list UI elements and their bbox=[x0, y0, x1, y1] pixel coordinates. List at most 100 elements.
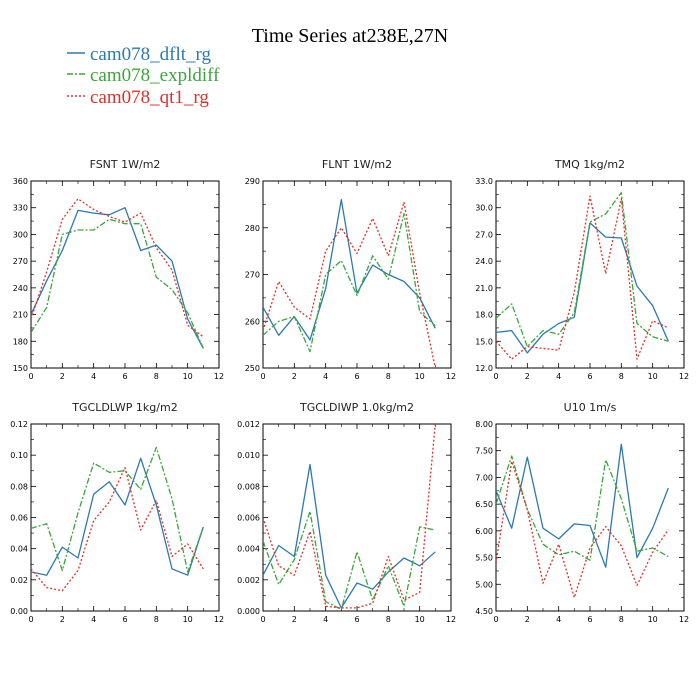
plot-frame bbox=[495, 180, 685, 369]
y-tick-label: 8.00 bbox=[475, 420, 493, 429]
y-tick-label: 0.008 bbox=[237, 482, 260, 491]
y-tick-label: 5.00 bbox=[475, 580, 493, 589]
y-tick-label: 0.12 bbox=[10, 420, 28, 429]
chart-panel: TGCLDLWP 1kg/m2 0 2 4 6 8 10 12 0.00 0.02 0.04 0.06… bbox=[10, 401, 224, 624]
plot-frame bbox=[262, 180, 452, 369]
x-tick-label: 2 bbox=[60, 372, 65, 381]
x-tick-label: 6 bbox=[122, 615, 127, 624]
x-tick-label: 2 bbox=[525, 615, 530, 624]
x-tick-label: 8 bbox=[619, 615, 624, 624]
y-tick-label: 0.012 bbox=[237, 420, 260, 429]
y-tick-label: 12.0 bbox=[475, 364, 493, 373]
panel-title: TMQ 1kg/m2 bbox=[554, 158, 625, 171]
chart-panel: FSNT 1W/m2 0 2 4 6 8 10 12 150 180 210 240 270 300 330… bbox=[13, 158, 224, 381]
series-line-cam078_qt1_rg bbox=[263, 201, 436, 368]
x-tick-label: 6 bbox=[354, 372, 359, 381]
series-line-cam078_expldiff bbox=[263, 510, 436, 611]
x-tick-label: 8 bbox=[154, 372, 159, 381]
y-tick-label: 0.02 bbox=[10, 576, 28, 585]
x-tick-label: 12 bbox=[214, 372, 224, 381]
x-tick-label: 4 bbox=[556, 372, 561, 381]
legend-label: cam078_dflt_rg bbox=[90, 44, 212, 65]
y-tick-label: 360 bbox=[13, 177, 28, 186]
legend-entry: cam078_qt1_rg bbox=[67, 87, 209, 108]
y-tick-label: 300 bbox=[13, 230, 28, 239]
plot-frame bbox=[495, 423, 685, 612]
x-tick-label: 8 bbox=[154, 615, 159, 624]
panel-title: U10 1m/s bbox=[564, 401, 617, 414]
legend-entry: cam078_expldiff bbox=[67, 65, 220, 86]
y-tick-label: 6.00 bbox=[475, 527, 493, 536]
x-tick-label: 4 bbox=[91, 615, 96, 624]
series-line-cam078_qt1_rg bbox=[31, 198, 204, 338]
x-tick-label: 12 bbox=[679, 372, 689, 381]
y-tick-label: 0.004 bbox=[237, 545, 260, 554]
x-tick-label: 10 bbox=[415, 615, 425, 624]
panel-title: TGCLDLWP 1kg/m2 bbox=[71, 401, 177, 414]
x-tick-label: 10 bbox=[648, 615, 658, 624]
x-tick-label: 10 bbox=[648, 372, 658, 381]
x-tick-label: 0 bbox=[493, 372, 498, 381]
x-tick-label: 8 bbox=[619, 372, 624, 381]
x-tick-label: 6 bbox=[587, 615, 592, 624]
plot-frame bbox=[30, 423, 220, 612]
x-tick-label: 0 bbox=[260, 615, 265, 624]
y-tick-label: 0.010 bbox=[237, 451, 260, 460]
x-tick-label: 12 bbox=[446, 372, 456, 381]
x-tick-label: 12 bbox=[679, 615, 689, 624]
x-tick-label: 10 bbox=[183, 372, 193, 381]
x-tick-label: 0 bbox=[493, 615, 498, 624]
series-line-cam078_expldiff bbox=[31, 218, 204, 349]
y-tick-label: 33.0 bbox=[475, 177, 493, 186]
series-line-cam078_dflt_rg bbox=[31, 207, 204, 349]
series-line-cam078_expldiff bbox=[496, 191, 669, 348]
series-line-cam078_dflt_rg bbox=[263, 463, 436, 609]
y-tick-label: 0.06 bbox=[10, 514, 28, 523]
panel-title: TGCLDIWP 1.0kg/m2 bbox=[299, 401, 414, 414]
series-line-cam078_dflt_rg bbox=[496, 443, 669, 568]
legend-label: cam078_expldiff bbox=[90, 65, 220, 86]
x-tick-label: 8 bbox=[386, 372, 391, 381]
x-tick-label: 4 bbox=[556, 615, 561, 624]
x-tick-label: 12 bbox=[214, 615, 224, 624]
y-tick-label: 210 bbox=[13, 311, 28, 320]
series-line-cam078_dflt_rg bbox=[31, 457, 204, 576]
series-line-cam078_qt1_rg bbox=[496, 195, 669, 360]
y-tick-label: 7.00 bbox=[475, 473, 493, 482]
x-tick-label: 6 bbox=[587, 372, 592, 381]
panel-title: FSNT 1W/m2 bbox=[90, 158, 161, 171]
series-line-cam078_qt1_rg bbox=[496, 460, 669, 599]
y-tick-label: 0.00 bbox=[10, 607, 28, 616]
x-tick-label: 4 bbox=[91, 372, 96, 381]
y-tick-label: 0.04 bbox=[10, 545, 28, 554]
x-tick-label: 6 bbox=[122, 372, 127, 381]
legend: cam078_dflt_rg cam078_expldiff cam078_qt… bbox=[67, 44, 220, 108]
y-tick-label: 260 bbox=[245, 317, 260, 326]
chart-panel: U10 1m/s 0 2 4 6 8 10 12 4.50 5.00 5.50 6.00 6.50 7.0… bbox=[475, 401, 689, 624]
series-line-cam078_expldiff bbox=[263, 213, 436, 353]
x-tick-label: 0 bbox=[260, 372, 265, 381]
y-tick-label: 290 bbox=[245, 177, 260, 186]
y-tick-label: 4.50 bbox=[475, 607, 493, 616]
x-tick-label: 10 bbox=[415, 372, 425, 381]
y-tick-label: 0.002 bbox=[237, 576, 260, 585]
x-tick-label: 0 bbox=[28, 372, 33, 381]
x-tick-label: 4 bbox=[323, 372, 328, 381]
y-tick-label: 6.50 bbox=[475, 500, 493, 509]
y-tick-label: 180 bbox=[13, 337, 28, 346]
y-tick-label: 270 bbox=[245, 271, 260, 280]
panel-title: FLNT 1W/m2 bbox=[322, 158, 392, 171]
x-tick-label: 2 bbox=[292, 615, 297, 624]
y-tick-label: 21.0 bbox=[475, 284, 493, 293]
x-tick-label: 2 bbox=[292, 372, 297, 381]
series-line-cam078_dflt_rg bbox=[263, 199, 436, 341]
y-tick-label: 330 bbox=[13, 204, 28, 213]
y-tick-label: 5.50 bbox=[475, 554, 493, 563]
x-tick-label: 2 bbox=[525, 372, 530, 381]
y-tick-label: 0.10 bbox=[10, 451, 28, 460]
y-tick-label: 15.0 bbox=[475, 337, 493, 346]
y-tick-label: 270 bbox=[13, 257, 28, 266]
series-line-cam078_qt1_rg bbox=[31, 466, 204, 592]
x-tick-label: 6 bbox=[354, 615, 359, 624]
